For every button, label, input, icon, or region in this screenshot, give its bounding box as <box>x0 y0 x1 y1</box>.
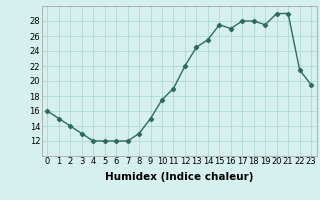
X-axis label: Humidex (Indice chaleur): Humidex (Indice chaleur) <box>105 172 253 182</box>
